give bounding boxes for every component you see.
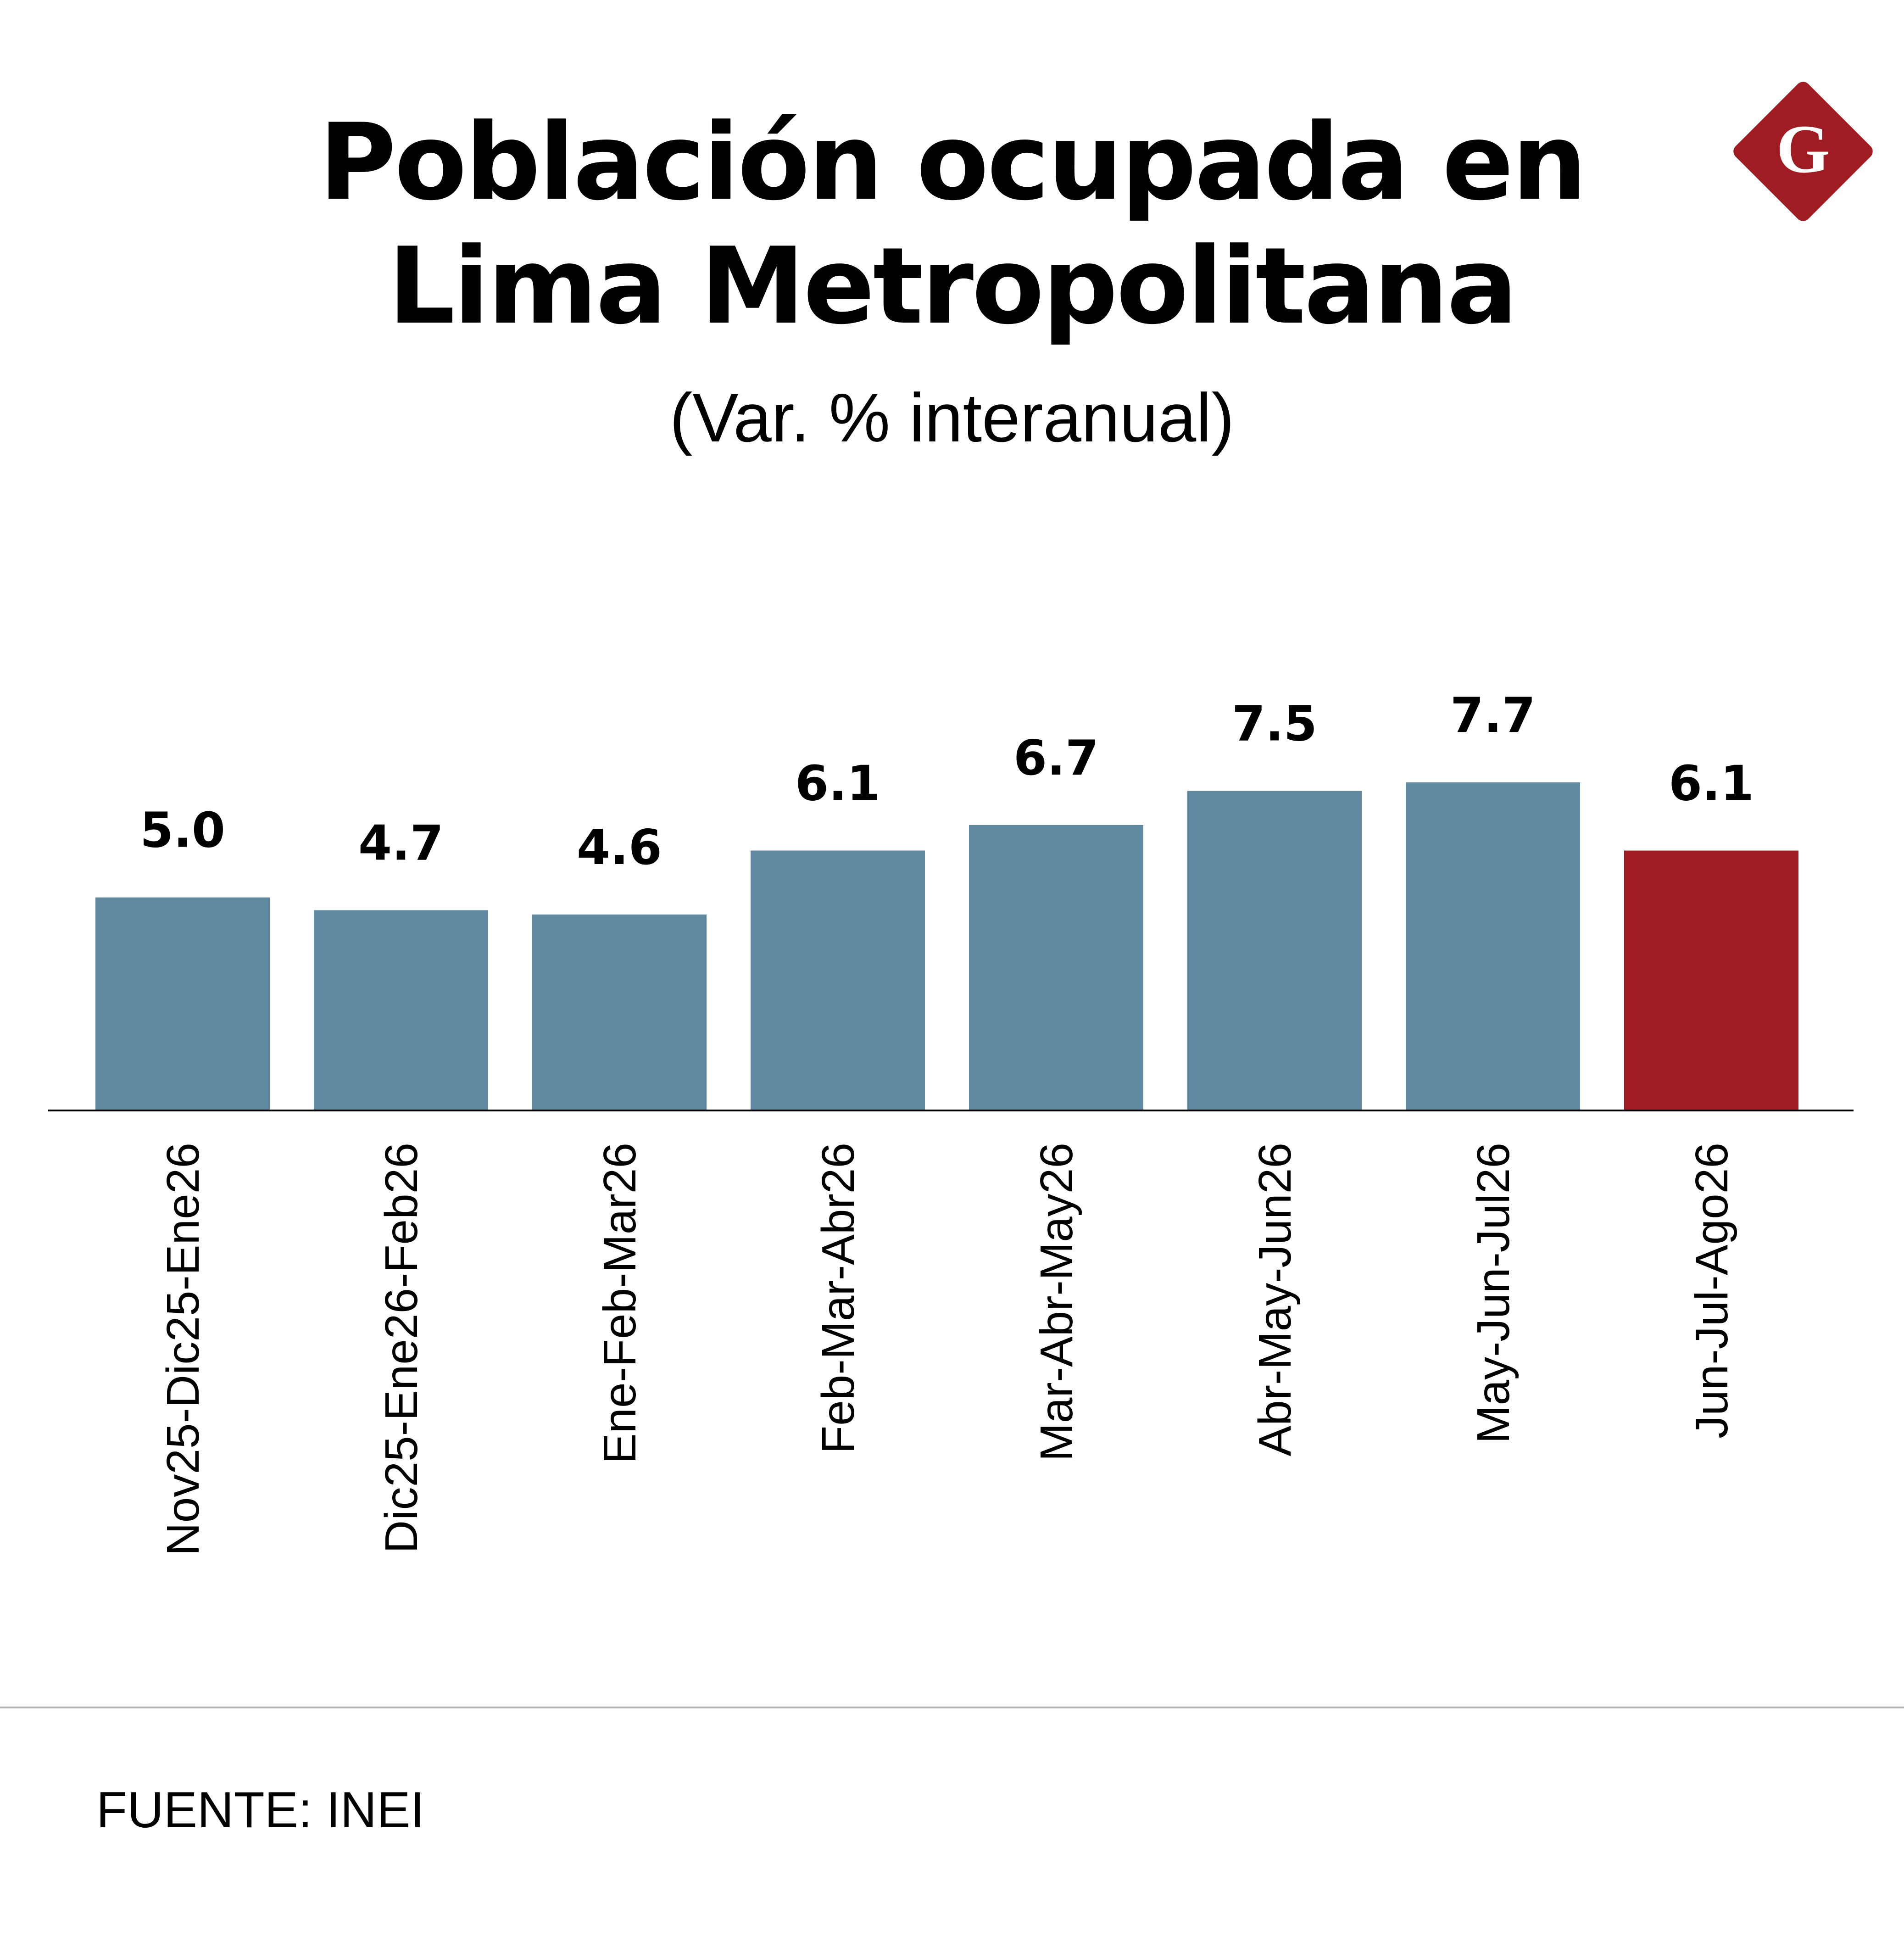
diamond-g-logo-icon: G <box>1733 82 1873 221</box>
bar-5 <box>969 825 1143 1110</box>
logo-diamond <box>1733 82 1873 221</box>
value-label-4: 6.1 <box>795 756 880 812</box>
bar-8 <box>1624 850 1798 1110</box>
category-labels-group: Nov25-Dic25-Ene26 Dic25-Ene26-Feb26 Ene-Fe… <box>157 1143 1737 1556</box>
bar-2 <box>314 910 488 1110</box>
value-label-1: 5.0 <box>140 803 225 859</box>
value-label-3: 4.6 <box>577 820 662 876</box>
source-note: FUENTE: INEI <box>96 1782 425 1838</box>
value-label-5: 6.7 <box>1013 730 1099 786</box>
category-label-7: May-Jun-Jul26 <box>1468 1143 1519 1444</box>
logo-letter: G <box>1776 111 1830 187</box>
chart-title-line-1: Población ocupada en <box>319 101 1587 224</box>
bar-7 <box>1406 782 1580 1110</box>
chart-title-line-2: Lima Metropolitana <box>388 225 1518 348</box>
bar-1 <box>95 897 270 1110</box>
category-label-5: Mar-Abr-May26 <box>1031 1143 1082 1462</box>
bars-group <box>95 782 1798 1110</box>
category-label-4: Feb-Mar-Abr26 <box>813 1143 864 1454</box>
bar-6 <box>1187 791 1362 1110</box>
value-label-2: 4.7 <box>358 815 444 871</box>
bar-4 <box>751 850 925 1110</box>
bar-chart: 5.0 4.7 4.6 6.1 6.7 7.5 7.7 6.1 Nov25-Dic25-Ene… <box>48 687 1854 1556</box>
value-labels-group: 5.0 4.7 4.6 6.1 6.7 7.5 7.7 6.1 <box>140 687 1754 876</box>
category-label-2: Dic25-Ene26-Feb26 <box>376 1143 427 1553</box>
chart-title: Población ocupada en Lima Metropolitana <box>0 101 1904 349</box>
category-label-8: Jun-Jul-Ago26 <box>1686 1143 1737 1439</box>
category-label-1: Nov25-Dic25-Ene26 <box>157 1143 209 1556</box>
chart-subtitle: (Var. % interanual) <box>669 379 1235 456</box>
value-label-7: 7.7 <box>1450 687 1536 743</box>
value-label-6: 7.5 <box>1232 696 1317 752</box>
footer-divider <box>0 1707 1904 1708</box>
category-label-3: Ene-Feb-Mar26 <box>594 1143 646 1464</box>
category-label-6: Abr-May-Jun26 <box>1249 1143 1301 1456</box>
bar-3 <box>532 914 707 1110</box>
value-label-8: 6.1 <box>1669 756 1754 812</box>
